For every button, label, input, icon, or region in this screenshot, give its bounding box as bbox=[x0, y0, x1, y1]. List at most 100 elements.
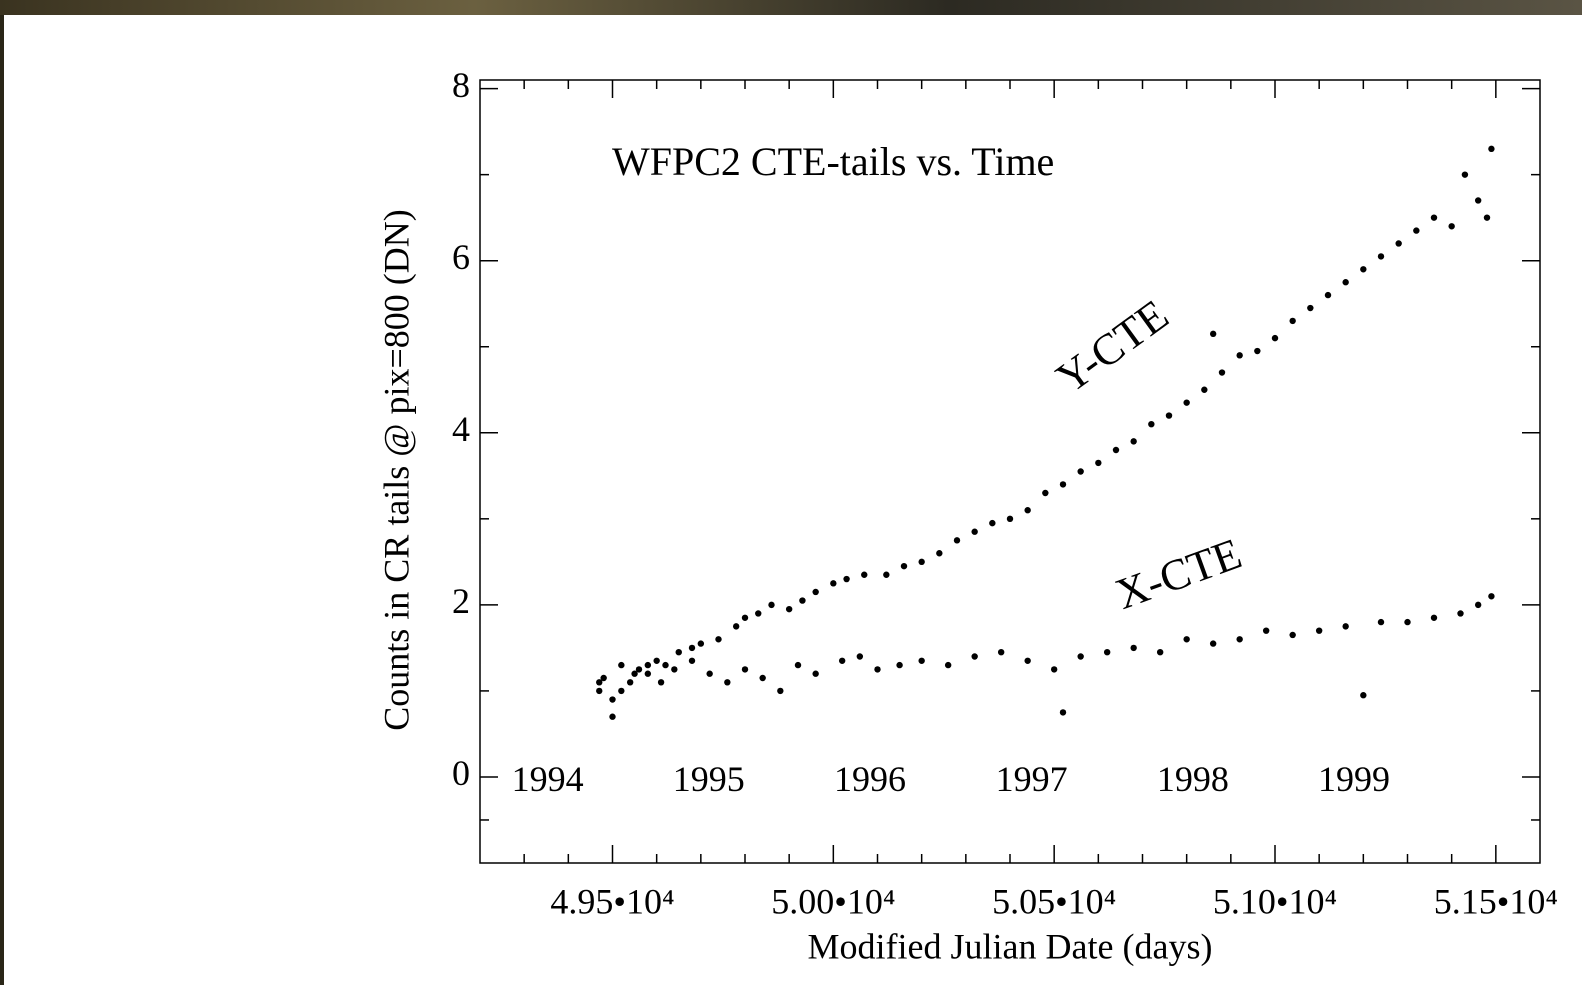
data-point bbox=[676, 649, 682, 655]
data-point bbox=[839, 658, 845, 664]
data-point bbox=[918, 559, 924, 565]
data-point bbox=[1219, 369, 1225, 375]
data-point bbox=[1210, 331, 1216, 337]
page: WFPC2 CTE-tails vs. Time Modified Julian… bbox=[0, 0, 1582, 985]
x-axis-label: Modified Julian Date (days) bbox=[808, 926, 1213, 966]
year-label: 1995 bbox=[673, 759, 745, 799]
x-tick-label: 5.10•10⁴ bbox=[1213, 881, 1337, 921]
data-point bbox=[1484, 214, 1490, 220]
data-point bbox=[1289, 318, 1295, 324]
data-point bbox=[698, 640, 704, 646]
data-point bbox=[1342, 623, 1348, 629]
data-point bbox=[1060, 709, 1066, 715]
series-label: Y-CTE bbox=[1048, 290, 1178, 403]
data-point bbox=[1254, 348, 1260, 354]
year-label: 1999 bbox=[1318, 759, 1390, 799]
data-point bbox=[1024, 658, 1030, 664]
data-point bbox=[1395, 240, 1401, 246]
data-point bbox=[1413, 227, 1419, 233]
data-point bbox=[768, 602, 774, 608]
data-point bbox=[1130, 645, 1136, 651]
data-point bbox=[689, 645, 695, 651]
y-tick-label: 2 bbox=[452, 581, 470, 621]
series-label: X-CTE bbox=[1109, 529, 1247, 619]
y-tick-label: 6 bbox=[452, 237, 470, 277]
x-tick-label: 4.95•10⁴ bbox=[550, 881, 674, 921]
data-point bbox=[742, 666, 748, 672]
data-point bbox=[1272, 335, 1278, 341]
data-point bbox=[1157, 649, 1163, 655]
data-point bbox=[786, 606, 792, 612]
data-point bbox=[1201, 387, 1207, 393]
data-point bbox=[1404, 619, 1410, 625]
data-point bbox=[1166, 412, 1172, 418]
background-strip bbox=[0, 0, 1582, 15]
data-point bbox=[1488, 146, 1494, 152]
data-point bbox=[658, 679, 664, 685]
data-point bbox=[1024, 507, 1030, 513]
data-point bbox=[1113, 447, 1119, 453]
data-point bbox=[1183, 399, 1189, 405]
y-tick-label: 8 bbox=[452, 65, 470, 105]
data-point bbox=[1378, 253, 1384, 259]
data-point bbox=[1042, 490, 1048, 496]
data-point bbox=[618, 662, 624, 668]
data-point bbox=[874, 666, 880, 672]
x-tick-label: 5.00•10⁴ bbox=[771, 881, 895, 921]
data-point bbox=[971, 529, 977, 535]
data-point bbox=[609, 714, 615, 720]
data-point bbox=[1236, 636, 1242, 642]
data-point bbox=[1007, 516, 1013, 522]
data-point bbox=[1148, 421, 1154, 427]
data-point bbox=[1475, 197, 1481, 203]
data-point bbox=[812, 589, 818, 595]
x-tick-label: 5.05•10⁴ bbox=[992, 881, 1116, 921]
data-point bbox=[1378, 619, 1384, 625]
data-point bbox=[715, 636, 721, 642]
x-tick-label: 5.15•10⁴ bbox=[1434, 881, 1558, 921]
data-point bbox=[724, 679, 730, 685]
y-tick-label: 0 bbox=[452, 753, 470, 793]
data-point bbox=[759, 675, 765, 681]
data-point bbox=[954, 537, 960, 543]
data-point bbox=[1316, 627, 1322, 633]
data-point bbox=[742, 615, 748, 621]
data-point bbox=[1183, 636, 1189, 642]
year-label: 1996 bbox=[834, 759, 906, 799]
data-point bbox=[1457, 610, 1463, 616]
data-point bbox=[645, 671, 651, 677]
year-label: 1998 bbox=[1157, 759, 1229, 799]
data-point bbox=[1104, 649, 1110, 655]
data-point bbox=[1448, 223, 1454, 229]
data-point bbox=[1051, 666, 1057, 672]
data-point bbox=[596, 679, 602, 685]
data-point bbox=[861, 572, 867, 578]
y-tick-label: 4 bbox=[452, 409, 470, 449]
data-point bbox=[1263, 627, 1269, 633]
data-point bbox=[1077, 468, 1083, 474]
y-axis-label: Counts in CR tails @ pix=800 (DN) bbox=[376, 209, 416, 730]
chart-title: WFPC2 CTE-tails vs. Time bbox=[612, 139, 1054, 184]
data-point bbox=[843, 576, 849, 582]
data-point bbox=[901, 563, 907, 569]
data-point bbox=[896, 662, 902, 668]
data-point bbox=[857, 653, 863, 659]
data-point bbox=[1431, 615, 1437, 621]
data-point bbox=[936, 550, 942, 556]
data-point bbox=[883, 572, 889, 578]
data-point bbox=[1307, 305, 1313, 311]
data-point bbox=[1060, 481, 1066, 487]
plot-frame bbox=[480, 80, 1540, 863]
data-point bbox=[812, 671, 818, 677]
data-point bbox=[1360, 692, 1366, 698]
data-point bbox=[830, 580, 836, 586]
data-point bbox=[1325, 292, 1331, 298]
data-point bbox=[1210, 640, 1216, 646]
data-point bbox=[1095, 460, 1101, 466]
data-point bbox=[671, 666, 677, 672]
data-point bbox=[1360, 266, 1366, 272]
data-point bbox=[596, 688, 602, 694]
background-edge bbox=[0, 15, 4, 985]
data-point bbox=[1342, 279, 1348, 285]
data-point bbox=[653, 658, 659, 664]
